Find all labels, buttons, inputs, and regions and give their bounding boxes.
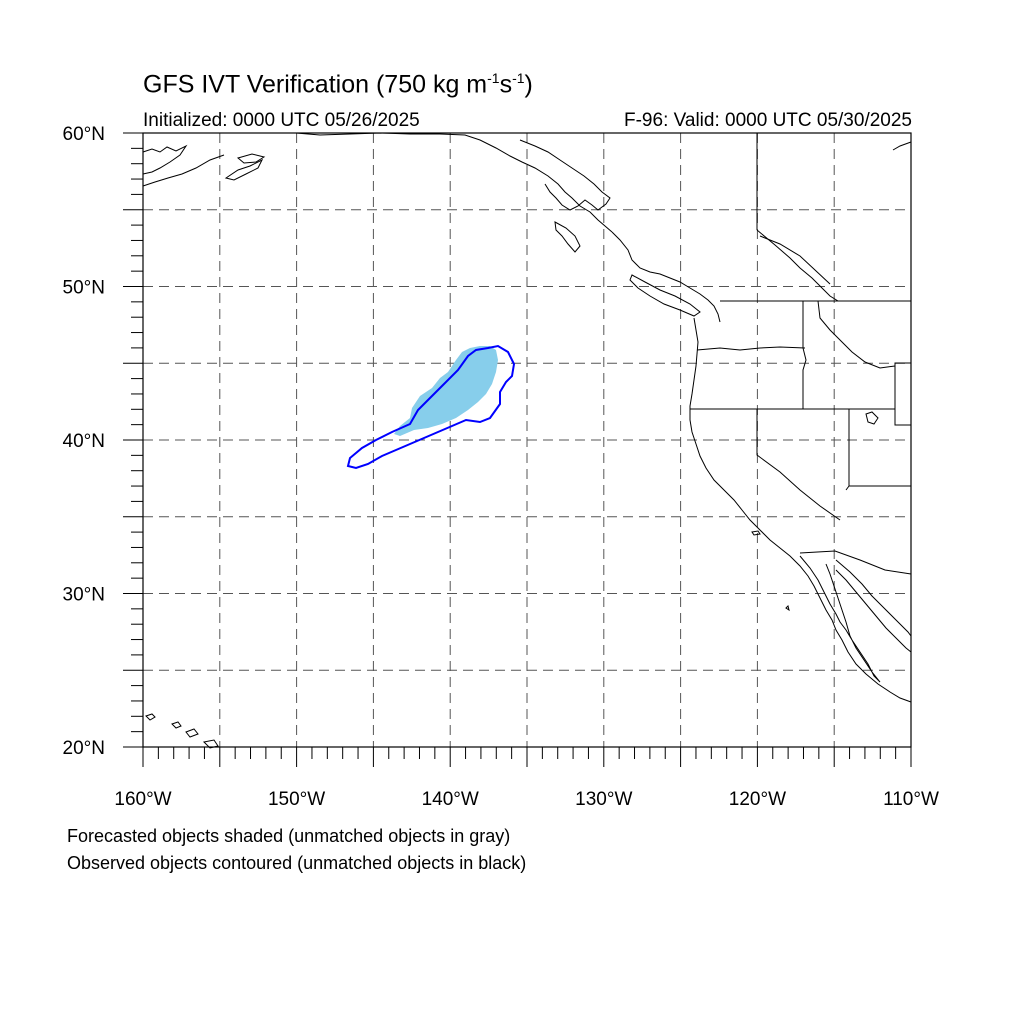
alaska-gulf-coast [295,132,613,233]
kodiak-island [224,158,264,181]
wyoming-box [894,362,912,426]
hawaii-big-island [202,739,219,749]
hawaii-maui [185,728,199,738]
axis-labels: 60°N 50°N 40°N 30°N 20°N 160°W 150°W 140°W 130°W… [63,124,939,810]
lon-tick-label: 120°W [729,789,786,810]
political-borders [690,133,912,575]
us-mexico-border [799,550,912,575]
valid-time: F-96: Valid: 0000 UTC 05/30/2025 [624,110,912,131]
lon-tick-label: 140°W [422,789,479,810]
alberta-east-coast [759,235,831,285]
lon-tick-label: 160°W [114,789,171,810]
observed-legend-note: Observed objects contoured (unmatched ob… [67,853,527,873]
lon-tick-label: 110°W [883,789,939,810]
bc-alberta-border [756,229,839,302]
ne-corner-coast [892,141,912,151]
great-salt-lake [865,411,879,425]
kodiak-island-2 [236,153,266,164]
haida-gwaii [554,221,581,253]
hawaii-kauai [145,713,156,721]
vancouver-island [629,274,701,317]
idaho-montana-border [817,300,896,369]
bc-coast [611,231,721,323]
idaho-west-border [802,301,807,409]
channel-islands [751,530,761,536]
washington-oregon-border [696,346,806,351]
guadalupe-island [785,605,790,612]
forecast-ivt-object [394,346,498,436]
lon-tick-label: 150°W [268,789,325,810]
alaska-panhandle [519,139,611,211]
graticule [143,133,911,747]
initialized-time: Initialized: 0000 UTC 05/26/2025 [143,110,420,131]
observed-ivt-contour [346,344,516,470]
baja-peninsula [799,555,881,683]
nevada-east-border [845,409,850,491]
lon-tick-label: 130°W [575,789,632,810]
lat-tick-label: 40°N [63,431,105,452]
mexico-mainland [835,559,912,637]
california-nevada-border [756,409,841,521]
alaska-coast [142,144,188,175]
lat-tick-label: 20°N [63,738,105,759]
map-title: GFS IVT Verification (750 kg m-1s-1) [143,70,533,99]
lat-tick-label: 30°N [63,585,105,606]
hawaii-oahu [171,721,182,729]
lat-tick-label: 60°N [63,124,105,145]
axis-ticks [123,132,912,767]
alaska-coast-south [142,154,225,187]
gulf-of-california [835,569,912,653]
forecast-legend-note: Forecasted objects shaded (unmatched obj… [67,826,511,846]
lat-tick-label: 50°N [63,278,105,299]
pacific-coast-us [689,317,912,703]
